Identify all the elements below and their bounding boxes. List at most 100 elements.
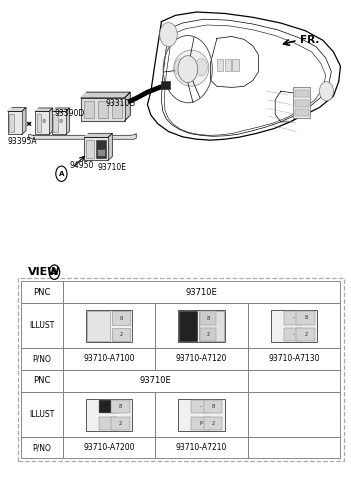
Circle shape bbox=[56, 166, 67, 181]
Text: 8: 8 bbox=[119, 404, 122, 409]
Text: 93710-A7120: 93710-A7120 bbox=[176, 354, 227, 363]
Bar bbox=[86, 310, 132, 342]
Bar bbox=[21, 392, 62, 437]
Text: -: - bbox=[292, 315, 294, 320]
Ellipse shape bbox=[174, 50, 209, 86]
Bar bbox=[295, 90, 309, 97]
Bar bbox=[98, 101, 108, 118]
Bar bbox=[62, 281, 340, 303]
Text: P/NO: P/NO bbox=[32, 443, 51, 452]
Bar bbox=[87, 311, 110, 341]
Bar bbox=[155, 392, 248, 437]
Polygon shape bbox=[29, 133, 136, 139]
Bar bbox=[191, 417, 210, 430]
Polygon shape bbox=[84, 133, 112, 137]
Text: VIEW: VIEW bbox=[28, 267, 61, 277]
Bar bbox=[248, 437, 340, 458]
Text: 93395A: 93395A bbox=[8, 137, 37, 146]
Bar bbox=[284, 328, 303, 341]
Polygon shape bbox=[108, 133, 112, 160]
Text: 93710-A7210: 93710-A7210 bbox=[176, 443, 227, 452]
Text: 93710E: 93710E bbox=[139, 376, 171, 385]
Text: -: - bbox=[200, 404, 201, 409]
Text: -: - bbox=[292, 332, 294, 337]
Text: PNC: PNC bbox=[33, 376, 51, 385]
Bar bbox=[98, 150, 105, 156]
Text: 8: 8 bbox=[206, 316, 210, 321]
Bar bbox=[96, 140, 106, 158]
Text: 2: 2 bbox=[206, 333, 210, 337]
Circle shape bbox=[49, 265, 60, 279]
Text: 2: 2 bbox=[304, 332, 307, 337]
Text: 93710-A7200: 93710-A7200 bbox=[83, 443, 135, 452]
Bar bbox=[232, 59, 239, 71]
Bar bbox=[21, 437, 62, 458]
Bar bbox=[86, 140, 94, 158]
Text: 2: 2 bbox=[119, 421, 122, 426]
Text: 93710E: 93710E bbox=[186, 288, 217, 297]
Text: 93390D: 93390D bbox=[54, 109, 85, 119]
Bar bbox=[155, 437, 248, 458]
Bar bbox=[21, 348, 62, 370]
Bar bbox=[37, 114, 41, 132]
Text: PNC: PNC bbox=[33, 288, 51, 297]
Bar bbox=[21, 281, 62, 303]
Bar bbox=[112, 311, 130, 324]
Bar bbox=[84, 101, 94, 118]
Bar bbox=[295, 100, 309, 107]
Bar bbox=[204, 400, 223, 413]
Bar bbox=[53, 114, 58, 132]
Bar bbox=[62, 348, 155, 370]
Bar bbox=[52, 111, 66, 134]
Bar bbox=[99, 400, 117, 413]
Text: 94950: 94950 bbox=[69, 161, 94, 170]
Bar bbox=[84, 137, 108, 160]
Text: 93310G: 93310G bbox=[105, 99, 135, 108]
Text: P/NO: P/NO bbox=[32, 354, 51, 363]
Bar bbox=[191, 400, 210, 413]
Bar bbox=[248, 370, 340, 392]
Bar bbox=[297, 311, 315, 324]
Text: A: A bbox=[59, 171, 64, 177]
Bar bbox=[62, 392, 155, 437]
Text: 2: 2 bbox=[119, 333, 122, 337]
Bar bbox=[8, 111, 22, 134]
Bar bbox=[295, 109, 309, 116]
Circle shape bbox=[43, 119, 46, 123]
Text: 93710E: 93710E bbox=[98, 163, 127, 172]
Bar bbox=[155, 348, 248, 370]
Text: ILLUST: ILLUST bbox=[29, 410, 54, 419]
Text: 8: 8 bbox=[119, 316, 122, 321]
Polygon shape bbox=[66, 108, 69, 134]
Bar bbox=[111, 400, 130, 413]
Bar bbox=[161, 81, 170, 89]
Bar bbox=[62, 370, 248, 392]
Bar bbox=[284, 311, 303, 324]
Bar bbox=[62, 437, 155, 458]
Bar bbox=[9, 114, 14, 132]
Bar bbox=[297, 328, 315, 341]
Bar bbox=[21, 303, 62, 348]
Circle shape bbox=[195, 59, 207, 76]
Circle shape bbox=[174, 59, 187, 76]
Bar bbox=[178, 310, 225, 342]
Bar bbox=[179, 311, 197, 341]
Bar bbox=[204, 417, 223, 430]
Text: A: A bbox=[51, 268, 58, 276]
Bar bbox=[81, 98, 125, 121]
Bar bbox=[62, 303, 155, 348]
Text: 2: 2 bbox=[212, 421, 215, 426]
Bar bbox=[21, 370, 62, 392]
Polygon shape bbox=[49, 108, 53, 134]
Bar bbox=[248, 392, 340, 437]
Bar bbox=[112, 328, 130, 341]
Bar bbox=[217, 59, 223, 71]
Circle shape bbox=[178, 56, 198, 83]
Bar bbox=[199, 311, 224, 341]
Bar bbox=[155, 303, 248, 348]
Text: 8: 8 bbox=[212, 404, 215, 409]
Bar bbox=[225, 59, 231, 71]
Bar bbox=[271, 310, 317, 342]
Bar bbox=[86, 398, 132, 431]
Text: FR.: FR. bbox=[300, 36, 319, 45]
